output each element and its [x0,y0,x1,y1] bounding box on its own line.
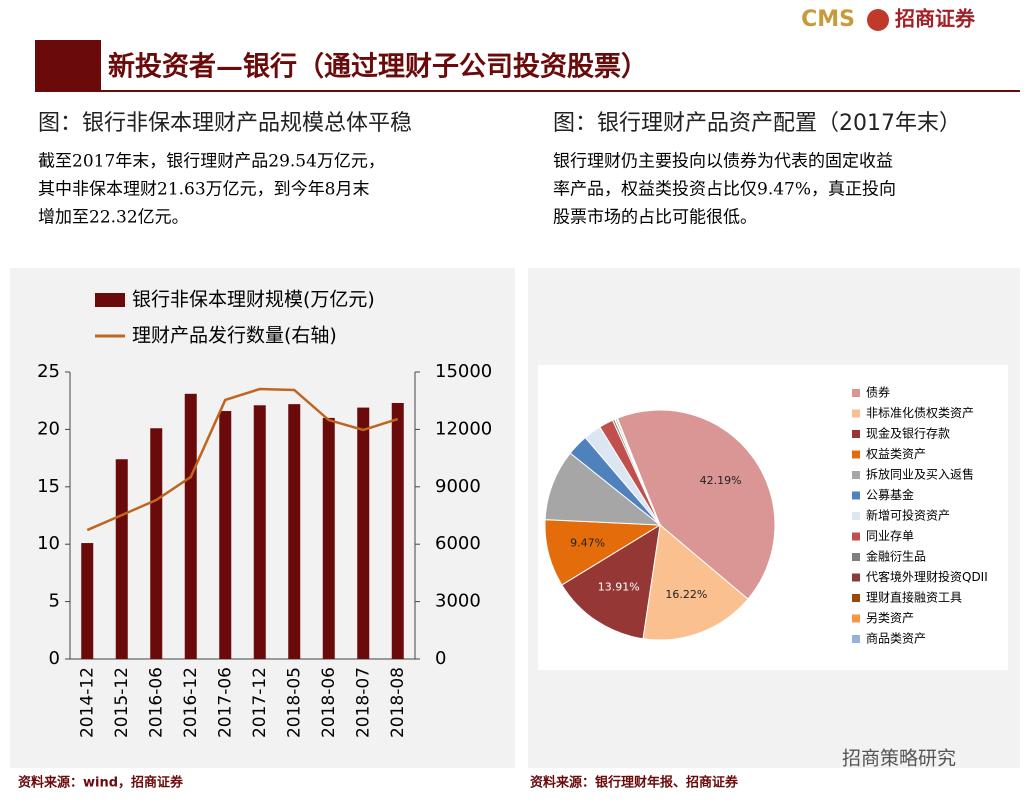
pie-slice [561,524,661,640]
legend-label: 代客境外理财投资QDII [866,569,988,584]
y-tick-label: 15 [37,476,60,497]
left-text: 其中非保本理财21.63万亿元，到今年8月末 [38,180,369,200]
y-tick-label: 0 [49,648,60,669]
legend-label: 另类资产 [866,611,914,625]
legend-swatch [852,532,860,541]
charts: 0 5 10 15 20 25 0 3000 6000 9000 12000 15000 2014-12… [37,289,988,739]
bar [288,404,301,659]
slice-label: 16.22% [665,588,707,601]
slide-title: 新投资者—银行（通过理财子公司投资股票） [108,51,648,83]
pie-slice [642,524,749,641]
legend-label: 拆放同业及买入返售 [866,467,974,482]
left-text: 截至2017年末，银行理财产品29.54万亿元， [38,152,385,172]
y2-tick-label: 6000 [435,533,481,554]
legend-swatch [852,450,860,459]
x-tick-label: 2018-05 [284,667,304,738]
logo-icon [867,9,889,31]
legend-label: 公募基金 [866,487,914,502]
pie-slice [544,452,662,526]
legend-label: 债券 [866,385,890,400]
x-tick-label: 2018-07 [353,667,373,738]
x-tick-label: 2014-12 [77,667,97,738]
legend-swatch [852,553,860,561]
y2-tick-label: 12000 [435,418,492,439]
bar [184,393,197,659]
x-tick-label: 2016-06 [146,667,166,738]
brand: 招商证券 [895,7,976,31]
legend-label: 金融衍生品 [866,549,926,564]
legend-swatch [852,430,860,438]
pie-slice [616,409,776,600]
right-heading: 图：银行理财产品资产配置（2017年末） [553,111,961,136]
y-tick-label: 5 [49,591,60,612]
legend-label: 理财产品发行数量(右轴) [132,325,337,347]
legend-label: 理财直接融资工具 [866,590,962,605]
x-tick-label: 2017-12 [250,667,270,738]
legend-swatch [852,471,860,479]
bar [81,543,94,659]
y-tick-label: 25 [37,361,60,382]
slice-label: 9.47% [570,537,605,550]
source: 资料来源：wind，招商证券 [18,775,184,791]
legend-label: 同业存单 [866,529,914,543]
line [86,387,399,532]
left-text: 增加至22.32亿元。 [38,208,189,228]
logo: CMS [801,7,855,32]
x-tick-label: 2015-12 [112,667,132,738]
slice-label: 13.91% [598,580,640,593]
y2-tick-label: 0 [435,648,446,669]
x-tick-label: 2018-08 [388,667,408,738]
pie-slice [616,417,661,526]
legend-swatch [852,389,860,397]
legend-swatch [852,594,860,602]
legend-label: 商品类资产 [866,631,926,646]
bar [253,405,266,659]
y2-tick-label: 9000 [435,476,481,497]
source: 资料来源：银行理财年报、招商证券 [530,775,739,791]
legend-swatch [852,573,860,582]
x-tick-label: 2016-12 [181,667,201,738]
legend-swatch [852,614,860,623]
y2-tick-label: 3000 [435,591,481,612]
y-tick-label: 10 [37,533,60,554]
legend-label: 银行非保本理财规模(万亿元) [132,289,375,311]
legend-swatch [852,491,860,500]
bar [391,402,404,659]
legend-label: 现金及银行存款 [866,426,950,441]
left-heading: 图：银行非保本理财产品规模总体平稳 [38,111,412,136]
bar [219,411,232,659]
legend-label: 新增可投资资产 [866,508,950,523]
legend-label: 权益类资产 [866,447,926,461]
legend-swatch [852,512,860,520]
x-tick-label: 2017-06 [215,667,235,738]
legend-label: 非标准化债权类资产 [866,406,974,420]
watermark: 招商策略研究 [842,748,956,770]
y-tick-label: 20 [37,418,60,439]
legend-swatch [95,293,125,307]
y2-tick-label: 15000 [435,361,492,382]
bar [322,417,335,659]
legend-swatch [852,635,860,643]
right-text: 率产品，权益类投资占比仅9.47%，真正投向 [553,180,896,200]
bar [150,428,163,659]
bar [115,459,128,659]
bar [357,407,370,659]
right-text: 股票市场的占比可能很低。 [553,208,757,228]
x-tick-label: 2018-06 [319,667,339,738]
legend-swatch [852,409,860,418]
title-block [35,40,101,92]
right-text: 银行理财仍主要投向以债券为代表的固定收益 [553,152,893,172]
slice-label: 42.19% [700,474,742,487]
